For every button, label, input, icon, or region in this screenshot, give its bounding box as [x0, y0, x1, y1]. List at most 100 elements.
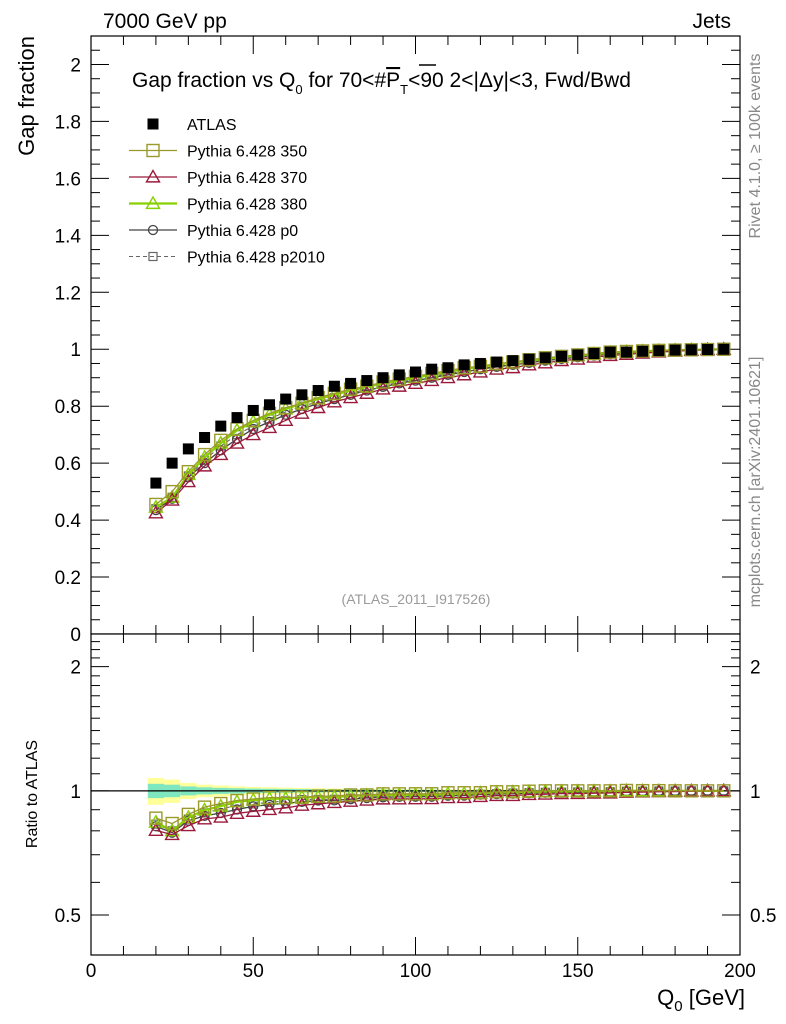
- ratio-point-p350: [376, 787, 390, 801]
- main-point-atlas: [410, 366, 421, 378]
- main-point-atlas: [653, 345, 665, 357]
- ratio-point-p350: [360, 788, 374, 802]
- main-point-p370: [472, 364, 489, 378]
- ratio-line-p350: [155, 789, 724, 825]
- main-y-tick-label: 0.6: [55, 454, 81, 475]
- ratio-point-p370: [586, 785, 602, 799]
- main-point-atlas: [280, 393, 292, 405]
- title-pre: Gap fraction vs Q: [132, 69, 295, 92]
- main-point-p350: [684, 343, 699, 357]
- ratio-point-p350: [652, 783, 666, 798]
- main-point-atlas: [393, 369, 405, 381]
- main-point-atlas: [491, 356, 503, 368]
- main-point-atlas: [702, 344, 714, 356]
- ratio-point-p370: [359, 792, 375, 806]
- main-point-p370: [196, 458, 213, 472]
- main-point-atlas: [685, 344, 697, 356]
- ratio-point-p350: [165, 816, 179, 831]
- ratio-point-p370: [310, 795, 326, 810]
- main-point-p350: [571, 348, 585, 362]
- main-point-atlas: [523, 353, 535, 365]
- ratio-y-tick-label-right: 2: [750, 658, 761, 679]
- main-point-p370: [294, 405, 310, 419]
- main-point-p370: [277, 412, 294, 427]
- main-point-p350: [181, 464, 196, 479]
- ratio-point-p350: [635, 783, 650, 798]
- main-point-atlas: [231, 412, 243, 424]
- ratio-point-p350: [262, 790, 277, 805]
- main-y-tick-label: 2: [70, 55, 81, 76]
- ratio-series-marks: [148, 782, 732, 841]
- ratio-point-p350: [295, 790, 309, 805]
- ratio-point-p370: [716, 782, 732, 797]
- ratio-point-p350: [506, 785, 520, 799]
- ratio-point-p350: [700, 784, 715, 798]
- ratio-point-p350: [538, 784, 552, 798]
- main-panel: 0 0.2 0.4 0.6 0.8 1 1.2 1.4 1.6 1.8 2: [55, 35, 741, 646]
- header-left: 7000 GeV pp: [103, 10, 227, 33]
- side-label-top: Rivet 4.1.0, ≥ 100k events: [747, 54, 764, 239]
- legend-label-p380: Pythia 6.428 380: [187, 197, 307, 214]
- main-point-atlas: [669, 344, 681, 356]
- ratio-point-p350: [343, 788, 358, 802]
- analysis-watermark: (ATLAS_2011_I917526): [342, 591, 491, 607]
- title-p: P: [386, 69, 400, 92]
- ratio-point-p350: [327, 789, 342, 803]
- ratio-point-p350: [603, 784, 617, 798]
- main-y-tick-label: 1.2: [55, 283, 81, 304]
- main-point-atlas: [247, 404, 259, 416]
- main-point-p370: [326, 394, 343, 408]
- legend-label-p2010: Pythia 6.428 p2010: [187, 250, 325, 267]
- main-point-atlas: [361, 375, 373, 387]
- header-right: Jets: [692, 10, 731, 33]
- ratio-x-ticks: [90, 634, 741, 955]
- main-point-atlas: [312, 385, 324, 397]
- main-point-atlas: [507, 355, 519, 367]
- main-point-atlas: [345, 377, 357, 389]
- ratio-point-p350: [473, 786, 488, 800]
- ratio-point-p370: [148, 822, 164, 836]
- ratio-line-p2010: [155, 790, 724, 832]
- ratio-point-p350: [246, 792, 260, 806]
- ratio-point-p350: [149, 811, 163, 825]
- x-tick-labels: 0 50 100 150 200: [86, 961, 756, 982]
- main-point-p370: [261, 419, 278, 434]
- main-point-p350: [603, 345, 617, 359]
- main-point-p350: [165, 484, 179, 499]
- legend-label-p350: Pythia 6.428 350: [187, 144, 307, 161]
- ratio-panel: 0.5 1 2 0.5 1 2: [55, 633, 776, 956]
- main-point-p370: [245, 426, 261, 441]
- ratio-point-p370: [602, 785, 618, 799]
- ratio-y-tick-label: 2: [70, 658, 81, 679]
- ratio-point-p370: [391, 790, 407, 805]
- main-point-p370: [229, 435, 245, 449]
- main-point-atlas: [588, 348, 600, 360]
- main-y-tick-label: 0.4: [55, 511, 82, 532]
- main-point-p350: [197, 447, 212, 462]
- x-tick-label: 50: [243, 961, 264, 982]
- ratio-point-p350: [425, 787, 439, 801]
- main-point-p350: [214, 433, 228, 448]
- ratio-point-p370: [407, 790, 424, 805]
- ratio-point-p350: [587, 784, 601, 798]
- title-subT: T: [400, 82, 408, 97]
- main-point-atlas: [296, 389, 308, 401]
- main-point-p350: [717, 342, 731, 356]
- ratio-point-p370: [424, 790, 440, 805]
- main-point-p0: [248, 423, 259, 435]
- main-point-atlas: [377, 372, 389, 384]
- ratio-point-p370: [213, 809, 229, 823]
- main-y-tick-label: 1.4: [55, 226, 82, 247]
- legend-label-p0: Pythia 6.428 p0: [187, 223, 298, 240]
- x-axis-label: Q0 [GeV]: [657, 985, 745, 1015]
- ratio-point-p370: [440, 789, 456, 804]
- x-label-main: Q: [657, 985, 674, 1010]
- legend-marker-p370: [145, 169, 161, 183]
- main-point-p380: [180, 466, 197, 481]
- main-y-label: Gap fraction: [14, 36, 39, 156]
- main-y-tick-label: 0.8: [55, 397, 81, 418]
- main-point-p370: [148, 505, 164, 519]
- main-point-atlas: [166, 457, 178, 469]
- ratio-point-p350: [554, 784, 569, 798]
